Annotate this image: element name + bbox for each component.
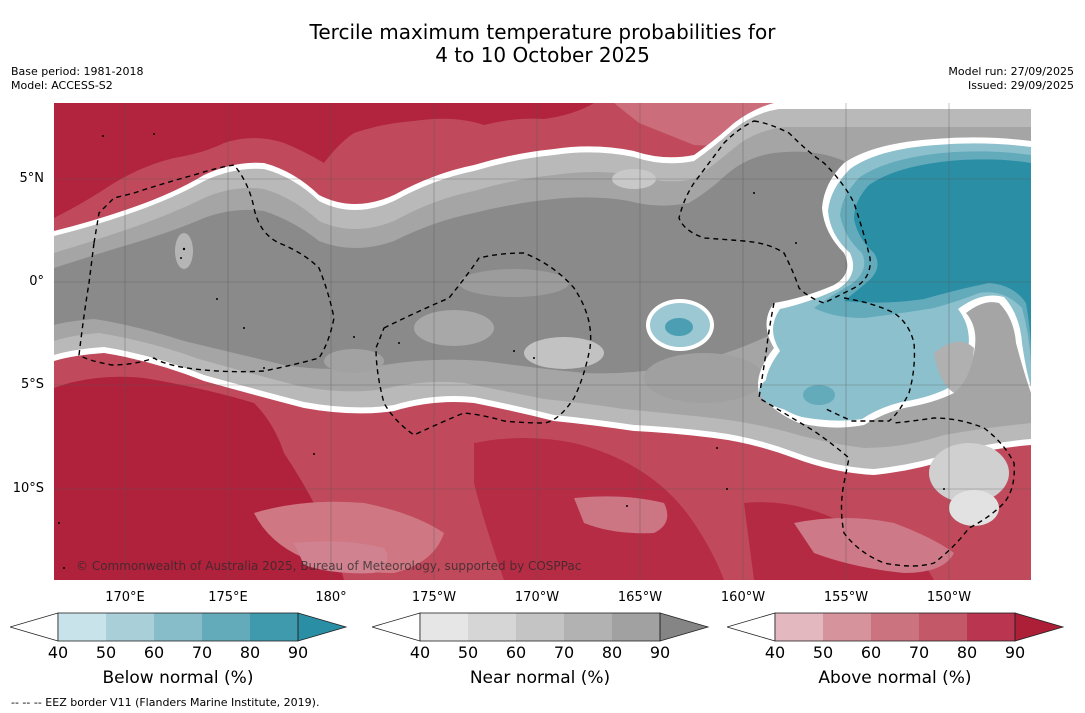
below-normal-dark (844, 159, 1031, 353)
above-dark-north (54, 103, 594, 218)
map-gridlines (54, 103, 1031, 580)
colorbar-near-seg-1 (420, 613, 468, 641)
below-blob-inner (665, 318, 693, 336)
lon-label-165w: 165°W (617, 590, 663, 605)
issued-text: Issued: 29/09/2025 (967, 79, 1074, 92)
base-period-text: Base period: 1981-2018 (11, 65, 144, 78)
lon-label-175w: 175°W (411, 590, 457, 605)
colorbar-near-tick-50: 50 (457, 643, 479, 662)
model-run-text: Model run: 27/09/2025 (948, 65, 1074, 78)
lat-label-0: 0° (29, 274, 44, 289)
colorbar-below-seg-3 (154, 613, 202, 641)
colorbar-below-tick-90: 90 (287, 643, 309, 662)
colorbar-near-seg-5 (612, 613, 660, 641)
colorbar-near-label: Near normal (%) (469, 668, 611, 688)
colorbar-above-tick-40: 40 (764, 643, 786, 662)
lat-label-10s: 10°S (12, 481, 44, 496)
colorbar-above-min-arrow (725, 612, 776, 642)
near-light-patch-5 (324, 349, 384, 373)
colorbar-above-seg-3 (871, 613, 919, 641)
above-light-patch-3 (294, 541, 388, 574)
lat-label-5s: 5°S (20, 377, 44, 392)
colorbar-below-seg-1 (58, 613, 106, 641)
colorbar-above-tick-80: 80 (956, 643, 978, 662)
colorbar-near-tick-40: 40 (409, 643, 431, 662)
above-light-patch-4 (794, 518, 954, 573)
chart-title: Tercile maximum temperature probabilitie… (0, 21, 1085, 67)
colorbar-below-tick-80: 80 (239, 643, 261, 662)
lon-label-170w: 170°W (514, 590, 560, 605)
above-light-patch-5 (574, 496, 668, 534)
colorbar-below-tick-70: 70 (191, 643, 213, 662)
colorbar-near-seg-2 (468, 613, 516, 641)
lon-label-170e: 170°E (105, 590, 145, 605)
map-credit: © Commonwealth of Australia 2025, Bureau… (76, 559, 582, 573)
colorbar-near-tick-60: 60 (505, 643, 527, 662)
colorbar-below-seg-4 (202, 613, 250, 641)
colorbar-near-seg-4 (564, 613, 612, 641)
colorbar-below-max-arrow (297, 612, 348, 642)
lat-label-5n: 5°N (19, 171, 45, 186)
eez-footnote: -- -- -- EEZ border V11 (Flanders Marine… (11, 696, 320, 709)
colorbar-below-normal (8, 612, 350, 648)
colorbar-near-max-arrow (659, 612, 710, 642)
colorbar-above-label: Above normal (%) (818, 668, 972, 688)
colorbar-above-tick-90: 90 (1004, 643, 1026, 662)
colorbar-near-seg-3 (516, 613, 564, 641)
colorbar-near-normal (370, 612, 712, 648)
below-mid-patch-1 (803, 385, 835, 405)
colorbar-near-tick-80: 80 (601, 643, 623, 662)
model-text: Model: ACCESS-S2 (11, 79, 113, 92)
info-left: Base period: 1981-2018 Model: ACCESS-S2 (11, 65, 143, 93)
lon-label-150w: 150°W (926, 590, 972, 605)
lon-label-175e: 175°E (208, 590, 248, 605)
title-line-1: Tercile maximum temperature probabilitie… (309, 20, 776, 44)
near-light-patch-2 (414, 310, 494, 346)
colorbar-below-tick-40: 40 (47, 643, 69, 662)
colorbar-above-seg-4 (919, 613, 967, 641)
near-light-patch-1 (175, 233, 193, 269)
near-light-patch-9 (949, 490, 999, 526)
near-light-patch-se (934, 341, 974, 393)
colorbar-near-min-arrow (370, 612, 421, 642)
colorbar-above-seg-5 (967, 613, 1015, 641)
colorbar-above-normal (725, 612, 1067, 648)
colorbar-above-tick-60: 60 (860, 643, 882, 662)
lon-label-180: 180° (315, 590, 347, 605)
near-light-patch-6 (644, 353, 764, 403)
island-dots (58, 133, 945, 569)
colorbar-below-tick-60: 60 (143, 643, 165, 662)
colorbar-near-tick-90: 90 (649, 643, 671, 662)
colorbar-below-tick-50: 50 (95, 643, 117, 662)
colorbar-below-seg-2 (106, 613, 154, 641)
colorbar-below-seg-5 (250, 613, 298, 641)
title-line-2: 4 to 10 October 2025 (435, 43, 650, 67)
near-light-patch-3 (524, 337, 604, 369)
colorbar-above-seg-2 (823, 613, 871, 641)
near-light-patch-7 (459, 269, 569, 297)
info-right: Model run: 27/09/2025 Issued: 29/09/2025 (948, 65, 1074, 93)
lon-label-155w: 155°W (823, 590, 869, 605)
lon-label-160w: 160°W (720, 590, 766, 605)
colorbar-above-tick-70: 70 (908, 643, 930, 662)
colorbar-above-tick-50: 50 (812, 643, 834, 662)
colorbar-below-label: Below normal (%) (102, 668, 254, 688)
colorbar-near-tick-70: 70 (553, 643, 575, 662)
probability-map[interactable]: © Commonwealth of Australia 2025, Bureau… (54, 103, 1031, 580)
eez-borders (78, 120, 1015, 567)
colorbar-above-seg-1 (775, 613, 823, 641)
colorbar-above-max-arrow (1014, 612, 1065, 642)
colorbar-below-min-arrow (8, 612, 59, 642)
